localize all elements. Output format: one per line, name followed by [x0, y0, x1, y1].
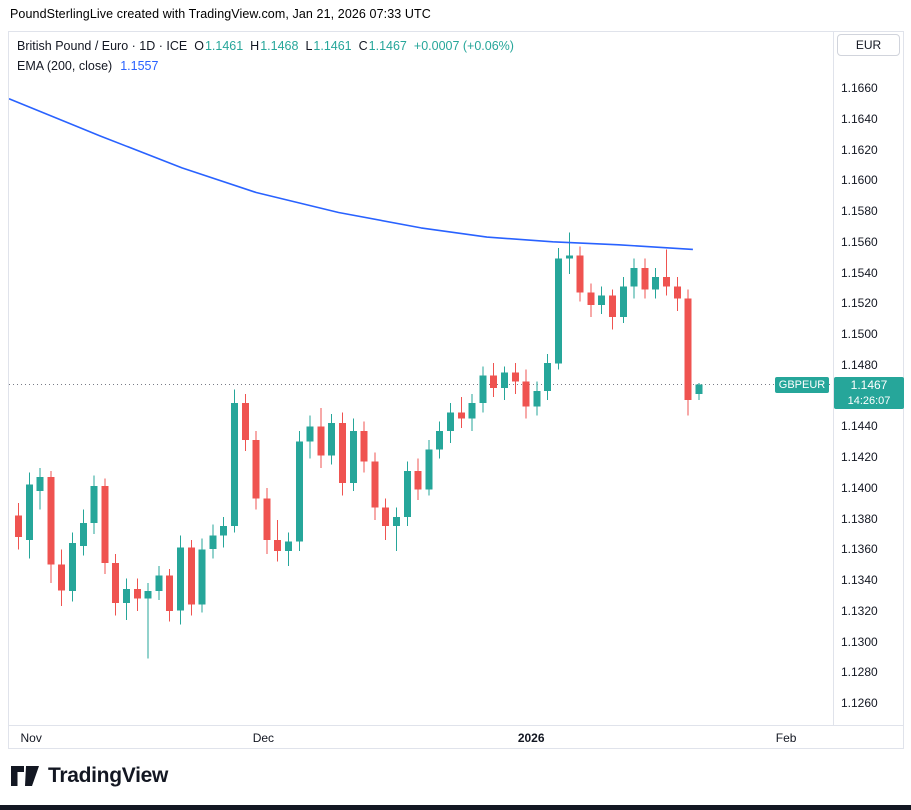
time-axis-label: 2026: [517, 731, 545, 745]
bottom-divider: [0, 805, 911, 810]
price-axis-label: 1.1660: [841, 81, 878, 95]
close-label: C: [358, 39, 368, 53]
tradingview-wordmark: TradingView: [48, 764, 169, 787]
price-axis-label: 1.1480: [841, 357, 878, 372]
price-axis-label: 1.1580: [841, 204, 878, 218]
price-pane[interactable]: British Pound / Euro · 1D · ICE O 1.1461 …: [9, 32, 833, 725]
price-axis-label: 1.1540: [841, 265, 878, 280]
price-axis-label: 1.1500: [841, 327, 878, 341]
tradingview-logo-icon: [11, 766, 39, 786]
high-value: 1.1468: [260, 39, 299, 53]
price-axis-label: 1.1260: [841, 696, 878, 710]
price-axis-label: 1.1380: [841, 511, 878, 526]
legend-symbol-row: British Pound / Euro · 1D · ICE O 1.1461 …: [17, 36, 514, 56]
ema-indicator-value: 1.1557: [120, 59, 159, 73]
price-axis-label: 1.1400: [841, 480, 878, 495]
symbol-title[interactable]: British Pound / Euro · 1D · ICE: [17, 39, 188, 53]
time-axis-label: Dec: [252, 731, 275, 745]
price-axis-label: 1.1600: [841, 173, 878, 188]
low-value: 1.1461: [313, 39, 352, 53]
last-price-badge: 1.1467 14:26:07: [834, 376, 904, 409]
tradingview-logo[interactable]: TradingView: [10, 764, 168, 788]
price-axis-label: 1.1420: [841, 450, 878, 464]
price-axis-label: 1.1300: [841, 634, 878, 649]
chart-widget: British Pound / Euro · 1D · ICE O 1.1461 …: [8, 31, 904, 749]
price-axis-label: 1.1280: [841, 665, 878, 680]
price-axis-label: 1.1340: [841, 573, 878, 587]
ema-indicator-label[interactable]: EMA (200, close): [17, 59, 113, 73]
price-axis-label: 1.1320: [841, 603, 878, 618]
close-value: 1.1467: [368, 39, 407, 53]
low-label: L: [305, 39, 313, 53]
open-label: O: [194, 39, 204, 53]
symbol-price-label: GBPEUR: [775, 376, 829, 393]
last-price-value: 1.1467: [850, 377, 888, 392]
attribution-text: PoundSterlingLive created with TradingVi…: [10, 7, 431, 21]
time-axis[interactable]: Nov Dec 2026 Feb: [9, 725, 903, 748]
candlestick-chart[interactable]: [9, 32, 833, 725]
price-axis-label: 1.1620: [841, 142, 878, 157]
time-axis-label: Feb: [775, 731, 797, 745]
price-axis-label: 1.1520: [841, 296, 878, 311]
price-axis-label: 1.1360: [841, 542, 878, 557]
chart-legend: British Pound / Euro · 1D · ICE O 1.1461 …: [17, 36, 514, 76]
open-value: 1.1461: [204, 39, 244, 53]
price-axis-label: 1.1440: [841, 419, 878, 434]
price-axis[interactable]: EUR 1.1660 1.1640 1.1620 1.1600 1.1580 1.1560…: [833, 32, 904, 725]
change-value: +0.0007 (+0.06%): [413, 39, 514, 53]
price-axis-label: 1.1560: [841, 234, 878, 249]
time-axis-label: Nov: [20, 731, 42, 745]
price-axis-label: 1.1640: [841, 111, 878, 126]
bar-countdown: 14:26:07: [847, 394, 891, 407]
high-label: H: [250, 39, 260, 53]
currency-button[interactable]: EUR: [837, 34, 900, 56]
legend-indicator-row: EMA (200, close) 1.1557: [17, 56, 514, 76]
